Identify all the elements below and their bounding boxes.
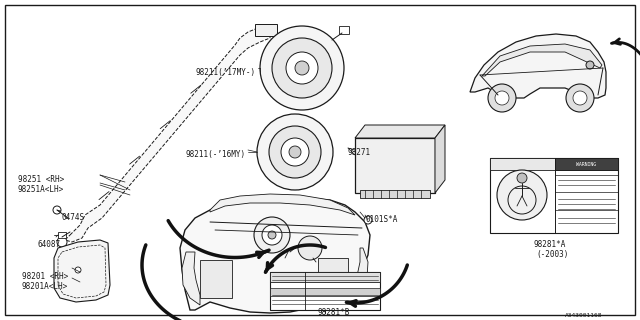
Text: 98271: 98271 [348,148,371,157]
Polygon shape [355,125,445,138]
Bar [318,258,348,296]
Bar [58,232,66,238]
Circle shape [566,84,594,112]
Circle shape [257,114,333,190]
Polygon shape [65,28,270,242]
Polygon shape [180,198,370,313]
Polygon shape [470,34,606,98]
Text: WARNING: WARNING [576,162,596,166]
Bar [355,138,435,193]
Circle shape [295,61,309,75]
Bar [270,288,380,296]
Bar [270,272,380,310]
Text: 98251A<LH>: 98251A<LH> [18,185,64,194]
Circle shape [286,52,318,84]
Circle shape [75,267,81,273]
Polygon shape [482,44,602,76]
Bar [255,24,277,36]
Text: 98251 <RH>: 98251 <RH> [18,175,64,184]
Circle shape [269,126,321,178]
Text: 98201A<LH>: 98201A<LH> [22,282,68,291]
Bar [270,272,380,282]
Circle shape [573,91,587,105]
Circle shape [281,138,309,166]
Text: 0101S*A: 0101S*A [365,215,397,224]
Bar [339,26,349,34]
Circle shape [53,206,61,214]
Polygon shape [210,194,355,215]
Text: (-2003): (-2003) [536,250,568,259]
Circle shape [272,38,332,98]
Circle shape [364,216,372,224]
Bar [490,158,618,170]
Circle shape [289,146,301,158]
Text: 98211(-’16MY): 98211(-’16MY) [185,150,245,159]
Text: 64087: 64087 [38,240,61,249]
Text: 98201 <RH>: 98201 <RH> [22,272,68,281]
Circle shape [488,84,516,112]
Circle shape [586,61,594,69]
Circle shape [497,170,547,220]
Bar [490,158,618,233]
Circle shape [57,237,67,247]
Text: 0474S: 0474S [62,213,85,222]
Circle shape [268,231,276,239]
Bar [555,158,618,170]
Circle shape [298,236,322,260]
Circle shape [517,173,527,183]
Polygon shape [54,240,110,302]
Circle shape [260,26,344,110]
Polygon shape [435,125,445,193]
Circle shape [254,217,290,253]
Text: 98281*A: 98281*A [534,240,566,249]
Text: 98211(’17MY-): 98211(’17MY-) [195,68,255,77]
Circle shape [495,91,509,105]
Polygon shape [182,252,200,305]
Circle shape [262,225,282,245]
Text: 98281*B: 98281*B [318,308,350,317]
Bar [200,260,232,298]
Polygon shape [352,248,368,300]
Bar [360,190,430,198]
Text: A343001168: A343001168 [565,313,602,318]
